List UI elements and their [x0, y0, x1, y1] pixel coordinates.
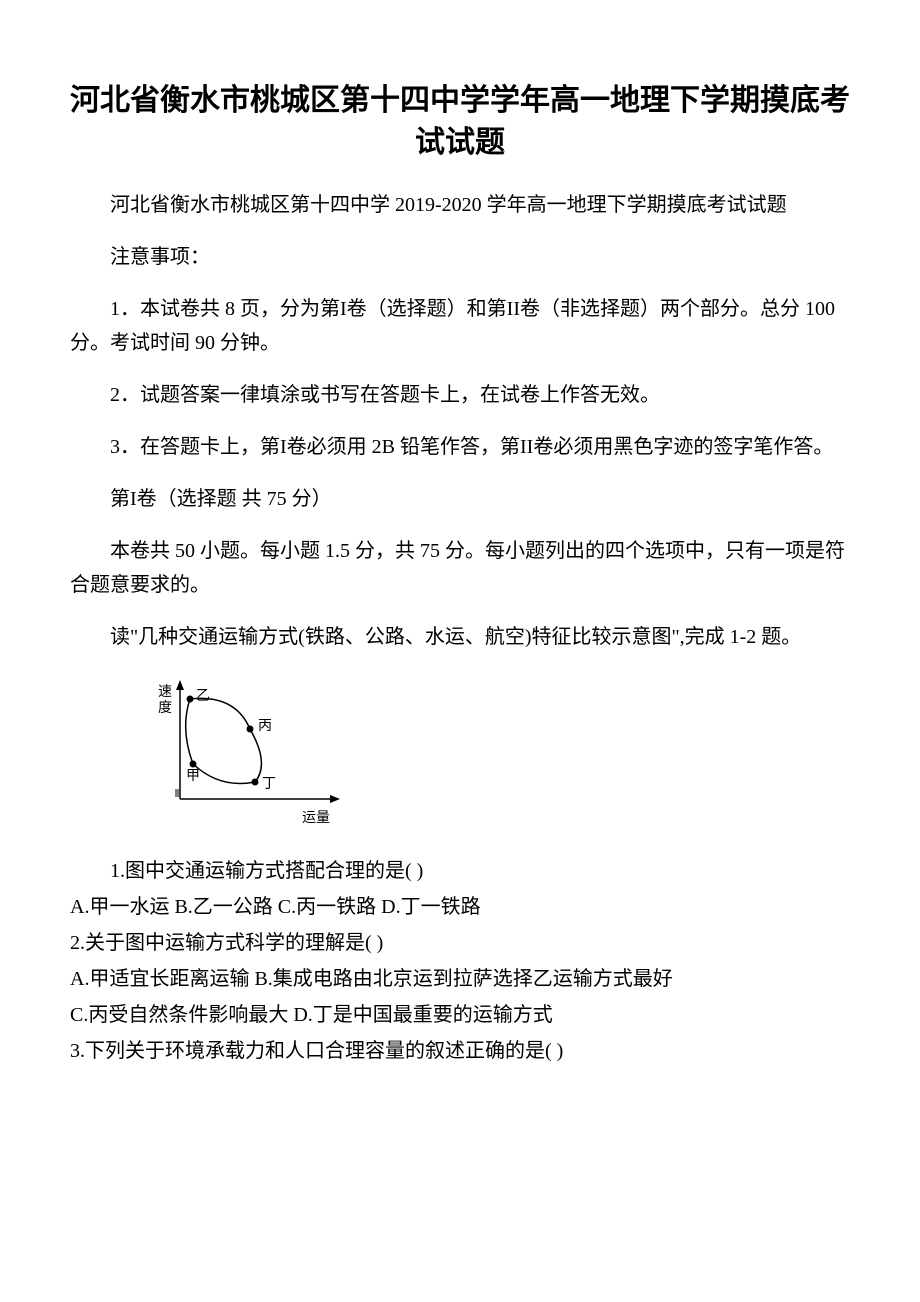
point-jia	[190, 761, 197, 768]
notice-item-3: 3．在答题卡上，第I卷必须用 2B 铅笔作答，第II卷必须用黑色字迹的签字笔作答…	[70, 430, 850, 464]
section-1-desc: 本卷共 50 小题。每小题 1.5 分，共 75 分。每小题列出的四个选项中，只…	[70, 534, 850, 602]
label-ding: 丁	[262, 777, 276, 792]
point-bing	[247, 726, 254, 733]
notice-item-2: 2．试题答案一律填涂或书写在答题卡上，在试卷上作答无效。	[70, 378, 850, 412]
notice-item-1: 1．本试卷共 8 页，分为第I卷（选择题）和第II卷（非选择题）两个部分。总分 …	[70, 292, 850, 360]
question-2: 2.关于图中运输方式科学的理解是( )	[70, 926, 850, 960]
point-ding	[252, 779, 259, 786]
question-1-options: A.甲一水运 B.乙一公路 C.丙一铁路 D.丁一铁路	[70, 890, 850, 924]
page-title: 河北省衡水市桃城区第十四中学学年高一地理下学期摸底考试试题	[70, 80, 850, 164]
label-bing: 丙	[258, 719, 272, 734]
label-yi: 乙	[196, 688, 210, 704]
label-jia: 甲	[186, 769, 200, 784]
question-1: 1.图中交通运输方式搭配合理的是( )	[70, 854, 850, 888]
x-axis-label: 运量	[302, 810, 330, 826]
svg-text:度: 度	[158, 700, 172, 716]
question-2-option-ab: A.甲适宜长距离运输 B.集成电路由北京运到拉萨选择乙运输方式最好	[70, 962, 850, 996]
notice-header: 注意事项：	[70, 240, 850, 274]
section-1-header: 第I卷（选择题 共 75 分）	[70, 482, 850, 516]
point-yi	[187, 696, 194, 703]
question-2-option-cd: C.丙受自然条件影响最大 D.丁是中国最重要的运输方式	[70, 998, 850, 1032]
transport-chart: 速 度 运量 乙 丙 甲 丁	[150, 674, 850, 834]
question-3: 3.下列关于环境承载力和人口合理容量的叙述正确的是( )	[70, 1034, 850, 1068]
y-axis-label: 速	[158, 684, 172, 700]
reading-prompt: 读"几种交通运输方式(铁路、公路、水运、航空)特征比较示意图",完成 1-2 题…	[70, 620, 850, 654]
subtitle-para: 河北省衡水市桃城区第十四中学 2019-2020 学年高一地理下学期摸底考试试题	[70, 188, 850, 222]
